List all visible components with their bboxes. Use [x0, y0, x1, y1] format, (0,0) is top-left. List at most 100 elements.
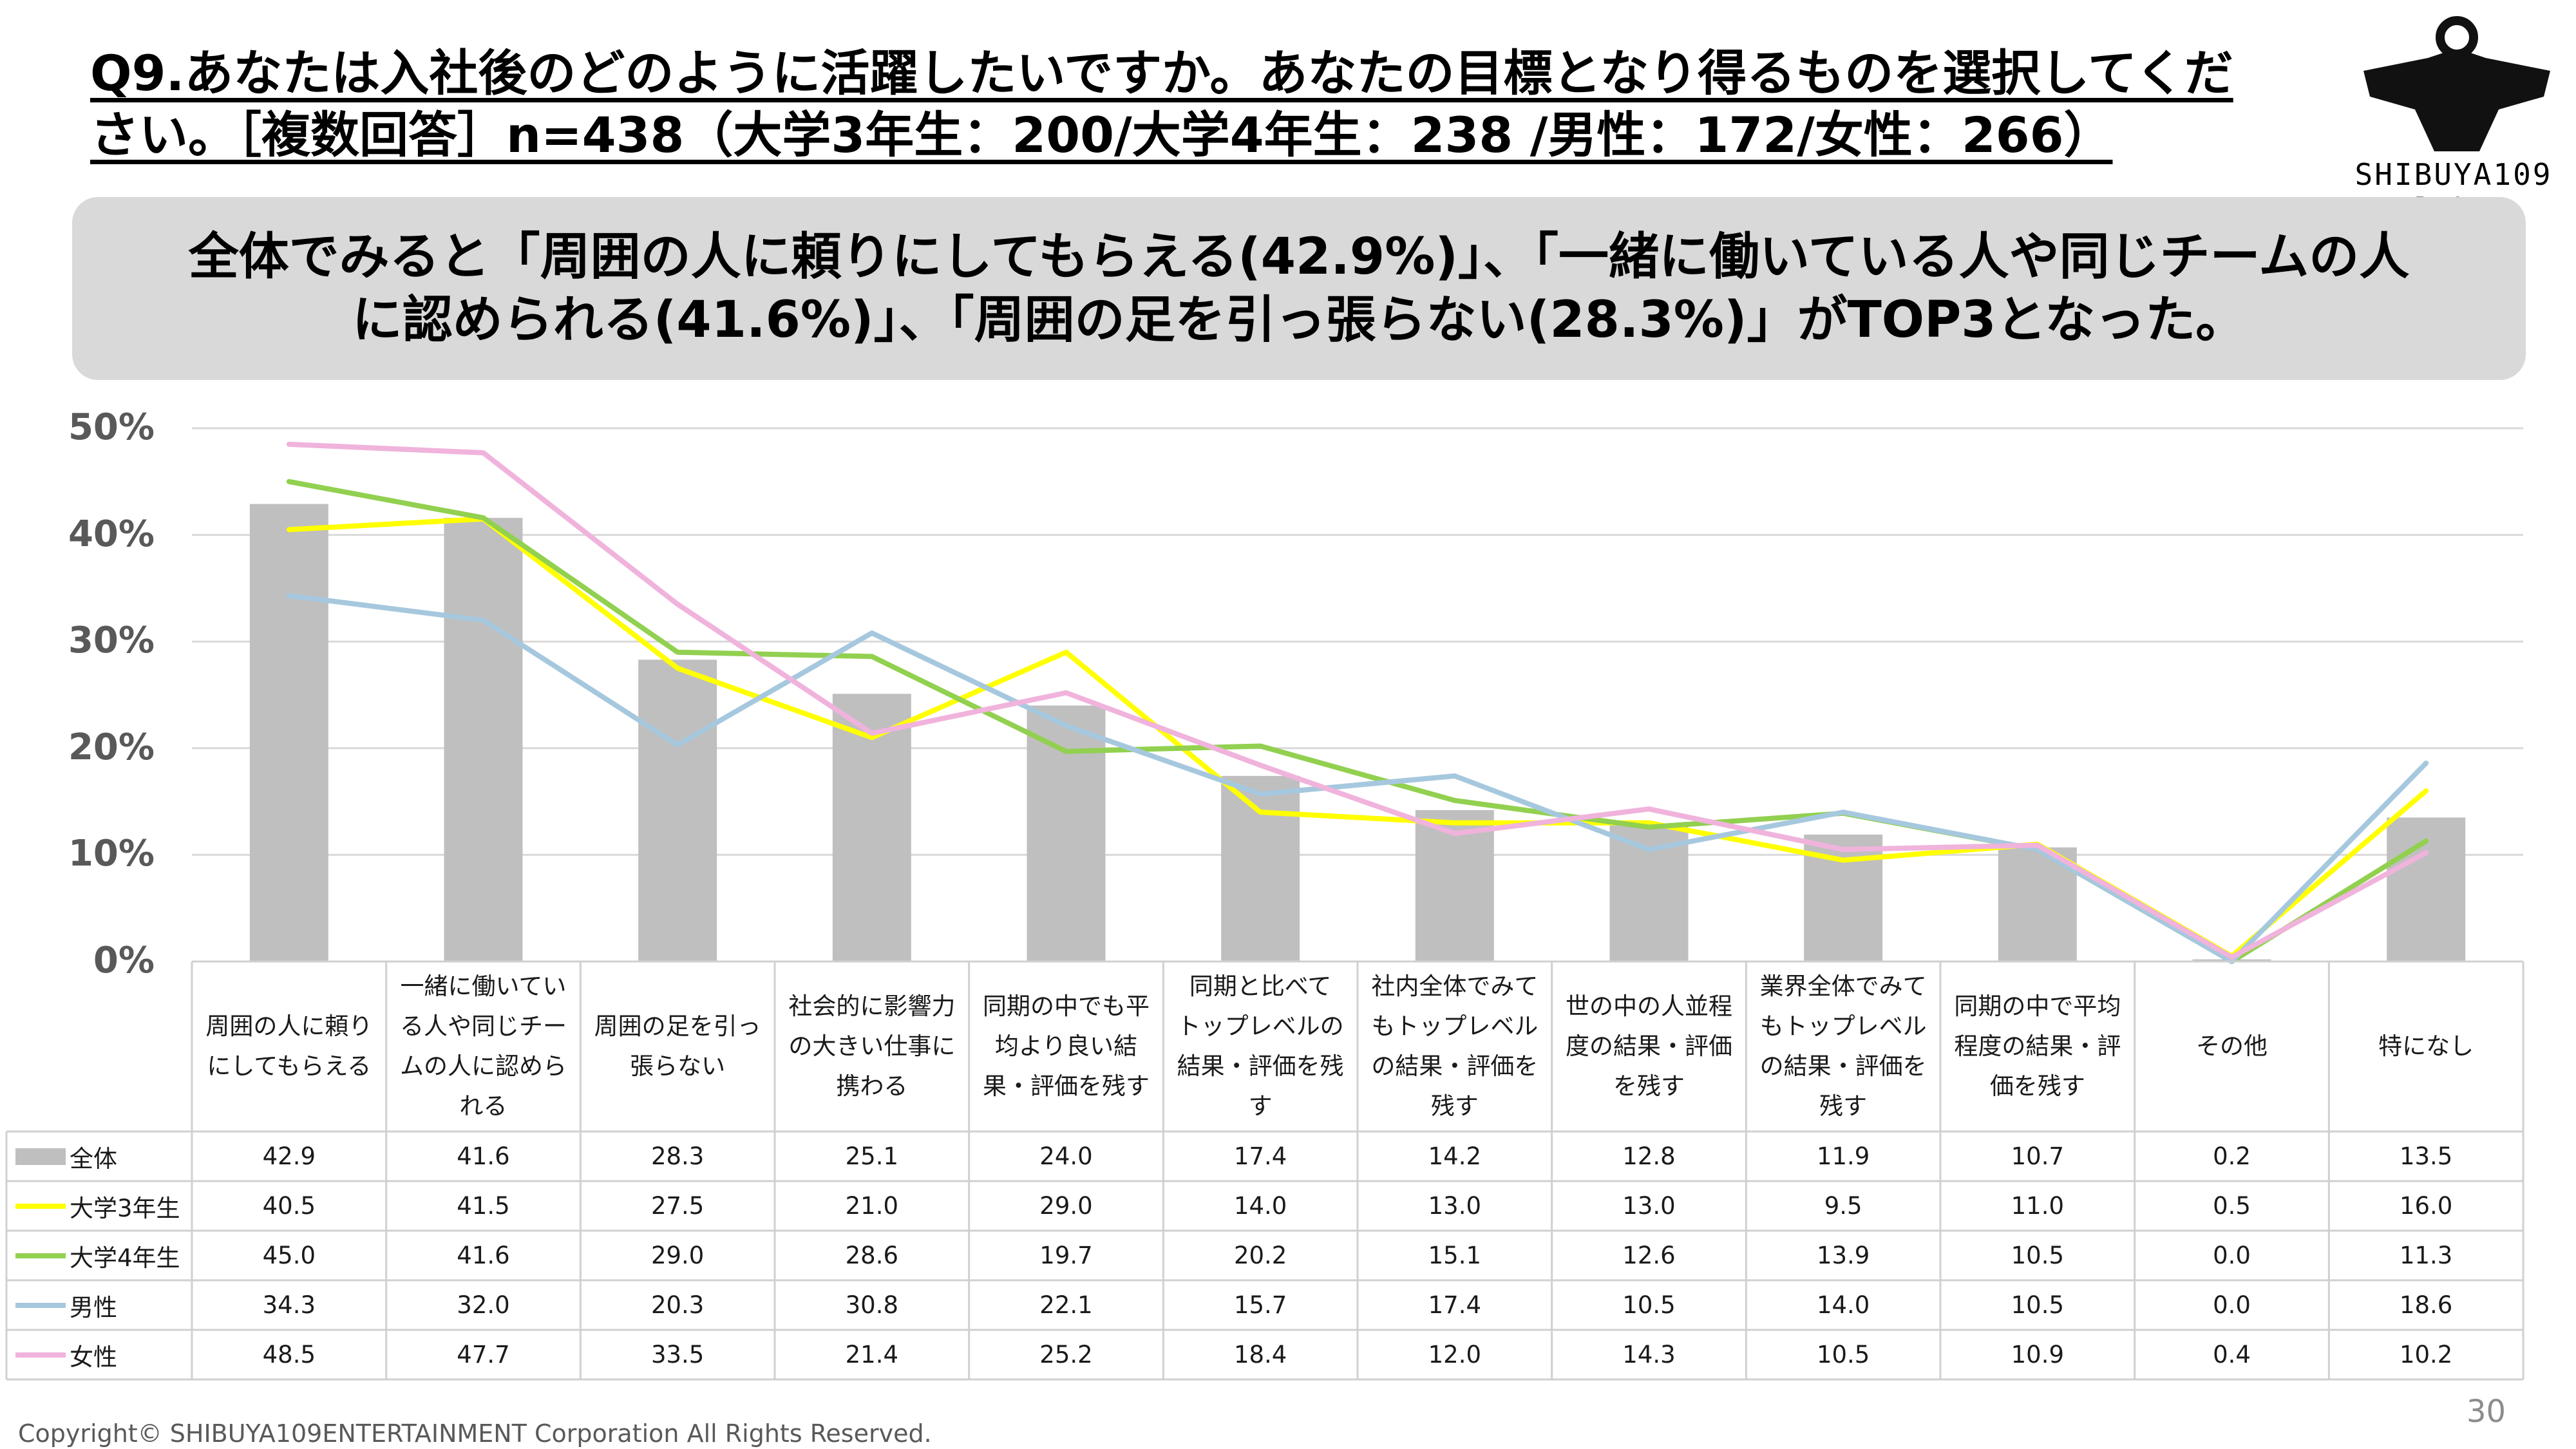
bar: [1221, 775, 1300, 961]
shibuya109-lab-logo-icon: [2363, 16, 2550, 151]
data-value-cell: 14.0: [1816, 1291, 1870, 1319]
series-name: 全体: [70, 1144, 117, 1173]
data-value-cell: 21.4: [845, 1341, 899, 1368]
data-value-cell: 14.3: [1622, 1341, 1676, 1368]
data-value-cell: 0.5: [2213, 1192, 2251, 1220]
series-legend-label: 女性: [6, 1330, 192, 1379]
y-tick-label: 30%: [68, 620, 155, 662]
series-name: 女性: [70, 1343, 117, 1371]
data-value-cell: 10.5: [1816, 1341, 1870, 1368]
y-tick-label: 20%: [68, 726, 155, 768]
category-label: 社会的に影響力 の大きい仕事に 携わる: [788, 992, 956, 1100]
data-value-cell: 14.2: [1428, 1142, 1482, 1170]
category-label: 業界全体でみて もトップレベル の結果・評価を 残す: [1759, 972, 1927, 1120]
data-value-cell: 48.5: [262, 1341, 316, 1368]
data-value-cell: 45.0: [262, 1242, 316, 1269]
y-tick-label: 10%: [68, 833, 155, 875]
data-value-cell: 11.3: [2399, 1242, 2453, 1269]
category-label: 同期の中でも平 均より良い結 果・評価を残す: [982, 992, 1150, 1100]
series-name: 男性: [70, 1293, 117, 1321]
summary-text: 全体でみると「周囲の人に頼りにしてもらえる(42.9%)」、「一緒に働いている人…: [188, 228, 2410, 349]
data-value-cell: 29.0: [650, 1242, 705, 1269]
data-value-cell: 40.5: [262, 1192, 316, 1220]
data-value-cell: 13.0: [1428, 1192, 1482, 1220]
data-value-cell: 33.5: [650, 1341, 705, 1368]
data-value-cell: 12.8: [1622, 1142, 1676, 1170]
legend-key-icon: [15, 1352, 66, 1358]
page-number: 30: [2467, 1394, 2506, 1430]
y-tick-label: 40%: [68, 513, 155, 555]
data-value-cell: 17.4: [1428, 1291, 1482, 1319]
data-value-cell: 13.0: [1622, 1192, 1676, 1220]
data-value-cell: 12.0: [1428, 1341, 1482, 1368]
bar: [638, 659, 717, 961]
data-value-cell: 15.7: [1233, 1291, 1287, 1319]
data-value-cell: 27.5: [650, 1192, 705, 1220]
y-tick-label: 50%: [68, 406, 155, 448]
data-value-cell: 20.3: [650, 1291, 705, 1319]
data-value-cell: 0.0: [2213, 1242, 2251, 1269]
category-label: 周囲の人に頼り にしてもらえる: [205, 1012, 373, 1080]
data-value-cell: 42.9: [262, 1142, 316, 1170]
data-value-cell: 13.9: [1816, 1242, 1870, 1269]
data-value-cell: 41.6: [457, 1142, 510, 1170]
data-value-cell: 0.0: [2213, 1291, 2251, 1319]
category-label: 社内全体でみて もトップレベル の結果・評価を 残す: [1371, 972, 1539, 1120]
data-value-cell: 25.1: [845, 1142, 899, 1170]
legend-key-icon: [15, 1203, 66, 1209]
series-line: [286, 592, 2429, 964]
legend-key-icon: [15, 1148, 66, 1165]
question-title: Q9.あなたは入社後のどのように活躍したいですか。あなたの目標となり得るものを選…: [90, 44, 2233, 164]
summary-box: 全体でみると「周囲の人に頼りにしてもらえる(42.9%)」、「一緒に働いている人…: [72, 197, 2526, 380]
category-label: 特になし: [2378, 1032, 2474, 1060]
y-tick-label: 0%: [93, 940, 155, 981]
data-value-cell: 34.3: [262, 1291, 316, 1319]
series-name: 大学3年生: [70, 1194, 180, 1222]
data-value-cell: 18.4: [1233, 1341, 1287, 1368]
data-value-cell: 21.0: [845, 1192, 899, 1220]
series-legend-label: 大学3年生: [6, 1181, 192, 1231]
category-label: その他: [2195, 1032, 2268, 1060]
copyright-text: Copyright© SHIBUYA109ENTERTAINMENT Corpo…: [18, 1419, 932, 1448]
data-value-cell: 29.0: [1039, 1192, 1093, 1220]
category-label: 同期と比べて トップレベルの 結果・評価を残す: [1177, 972, 1344, 1120]
series-legend-label: 男性: [6, 1280, 192, 1330]
data-value-cell: 19.7: [1039, 1242, 1093, 1269]
category-label: 一緒に働いてい る人や同じチー ムの人に認めら れる: [399, 972, 567, 1120]
data-value-cell: 20.2: [1233, 1242, 1287, 1269]
data-value-cell: 10.2: [2399, 1341, 2453, 1368]
data-value-cell: 30.8: [845, 1291, 899, 1319]
bar: [249, 504, 328, 961]
bar: [444, 518, 523, 961]
data-value-cell: 47.7: [457, 1341, 510, 1368]
data-value-cell: 28.6: [845, 1242, 899, 1269]
category-label: 世の中の人並程 度の結果・評価 を残す: [1565, 992, 1732, 1100]
legend-key-icon: [15, 1302, 66, 1308]
bar: [1027, 705, 1106, 961]
data-value-cell: 28.3: [650, 1142, 705, 1170]
data-value-cell: 11.9: [1816, 1142, 1870, 1170]
data-value-cell: 12.6: [1622, 1242, 1676, 1269]
data-value-cell: 17.4: [1233, 1142, 1287, 1170]
data-value-cell: 18.6: [2399, 1291, 2453, 1319]
data-value-cell: 9.5: [1824, 1192, 1862, 1220]
data-value-cell: 15.1: [1428, 1242, 1482, 1269]
series-line: [286, 441, 2429, 960]
data-value-cell: 13.5: [2399, 1142, 2453, 1170]
category-label: 周囲の足を引っ 張らない: [594, 1012, 761, 1080]
data-value-cell: 10.5: [1622, 1291, 1676, 1319]
data-value-cell: 32.0: [457, 1291, 510, 1319]
data-value-cell: 22.1: [1039, 1291, 1093, 1319]
data-value-cell: 14.0: [1233, 1192, 1287, 1220]
series-name: 大学4年生: [70, 1244, 180, 1272]
legend-key-icon: [15, 1253, 66, 1258]
series-legend-label: 全体: [6, 1132, 192, 1181]
data-value-cell: 10.9: [2011, 1341, 2065, 1368]
data-value-cell: 41.6: [457, 1242, 510, 1269]
data-value-cell: 24.0: [1039, 1142, 1093, 1170]
data-value-cell: 10.5: [2011, 1242, 2065, 1269]
data-value-cell: 11.0: [2011, 1192, 2065, 1220]
data-value-cell: 0.2: [2213, 1142, 2251, 1170]
data-value-cell: 0.4: [2213, 1341, 2251, 1368]
